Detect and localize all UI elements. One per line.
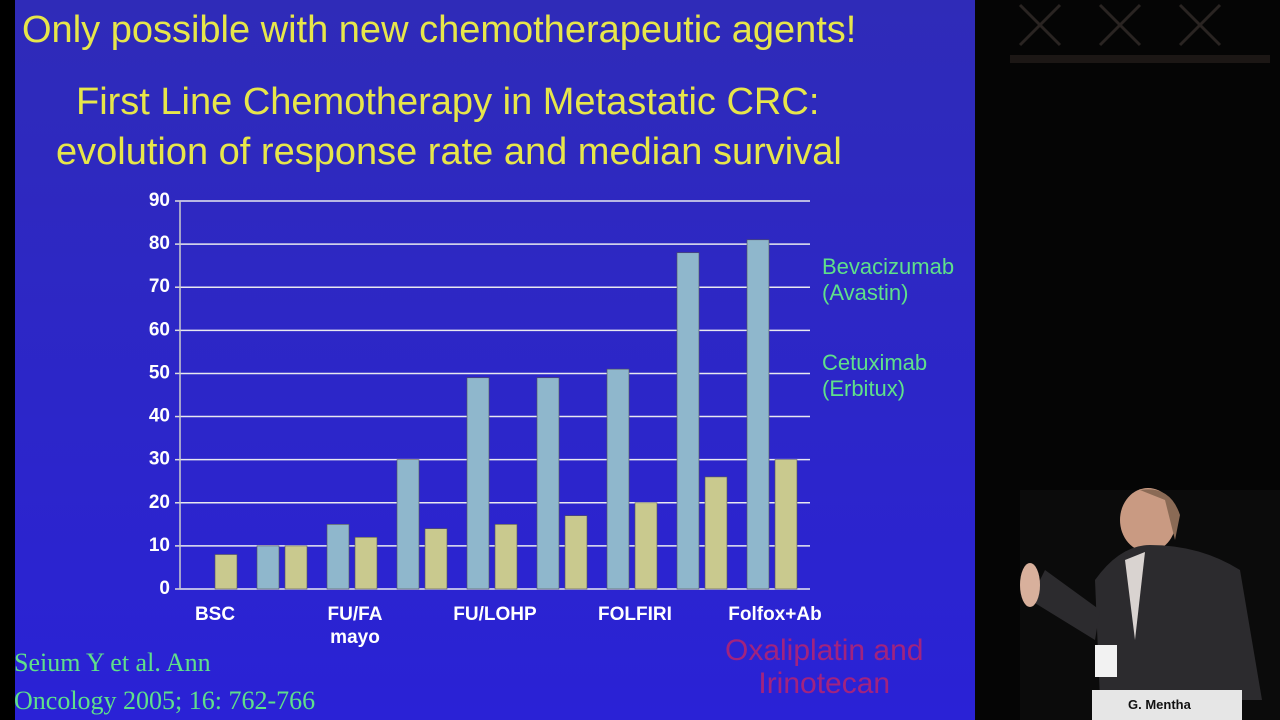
y-tick-label: 80 bbox=[149, 233, 170, 254]
slide-title: Only possible with new chemotherapeutic … bbox=[22, 9, 857, 51]
annotation: Cetuximab (Erbitux) bbox=[822, 350, 928, 402]
y-tick-label: 50 bbox=[149, 362, 170, 383]
annotation: Oxaliplatin and Irinotecan bbox=[725, 634, 924, 700]
bar bbox=[284, 545, 308, 590]
y-tick-label: 0 bbox=[159, 578, 170, 599]
citation: Seium Y et al. Ann Oncology 2005; 16: 76… bbox=[14, 648, 316, 715]
bar bbox=[634, 502, 658, 590]
name-tag: G. Mentha bbox=[1128, 697, 1191, 712]
x-tick-label: FU/FA mayo bbox=[327, 604, 383, 648]
x-tick-label: Folfox+Ab bbox=[728, 604, 822, 625]
x-tick-label: FOLFIRI bbox=[598, 604, 672, 625]
bar bbox=[704, 476, 728, 590]
bar bbox=[466, 377, 490, 590]
bar bbox=[494, 524, 518, 590]
bar bbox=[214, 554, 238, 590]
chart-subtitle: First Line Chemotherapy in Metastatic CR… bbox=[76, 81, 820, 123]
x-tick-label: BSC bbox=[194, 604, 236, 625]
y-tick-label: 70 bbox=[149, 276, 170, 297]
slide bbox=[15, 0, 975, 720]
y-tick-label: 10 bbox=[149, 535, 170, 556]
bar bbox=[676, 252, 700, 590]
bar bbox=[606, 368, 630, 590]
bar bbox=[536, 377, 560, 590]
bar bbox=[774, 459, 798, 590]
truss-bar bbox=[1010, 55, 1270, 63]
bar bbox=[326, 524, 350, 590]
bar bbox=[424, 528, 448, 590]
x-tick-label: FU/LOHP bbox=[453, 604, 537, 625]
bar bbox=[746, 239, 770, 590]
y-tick-label: 40 bbox=[149, 406, 170, 427]
bar bbox=[396, 459, 420, 590]
truss bbox=[1018, 3, 1222, 47]
y-tick-label: 20 bbox=[149, 492, 170, 513]
annotation: Bevacizumab (Avastin) bbox=[822, 254, 955, 306]
chart-subtitle: evolution of response rate and median su… bbox=[56, 131, 842, 173]
bar bbox=[256, 545, 280, 590]
y-tick-label: 30 bbox=[149, 449, 170, 470]
speaker bbox=[1020, 488, 1280, 720]
y-tick-label: 60 bbox=[149, 319, 170, 340]
bar bbox=[354, 536, 378, 590]
bar bbox=[564, 515, 588, 590]
y-tick-label: 90 bbox=[149, 190, 170, 211]
